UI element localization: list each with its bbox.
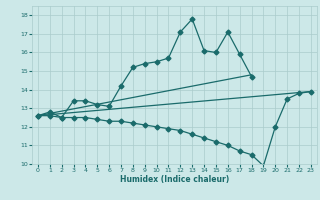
X-axis label: Humidex (Indice chaleur): Humidex (Indice chaleur) [120,175,229,184]
